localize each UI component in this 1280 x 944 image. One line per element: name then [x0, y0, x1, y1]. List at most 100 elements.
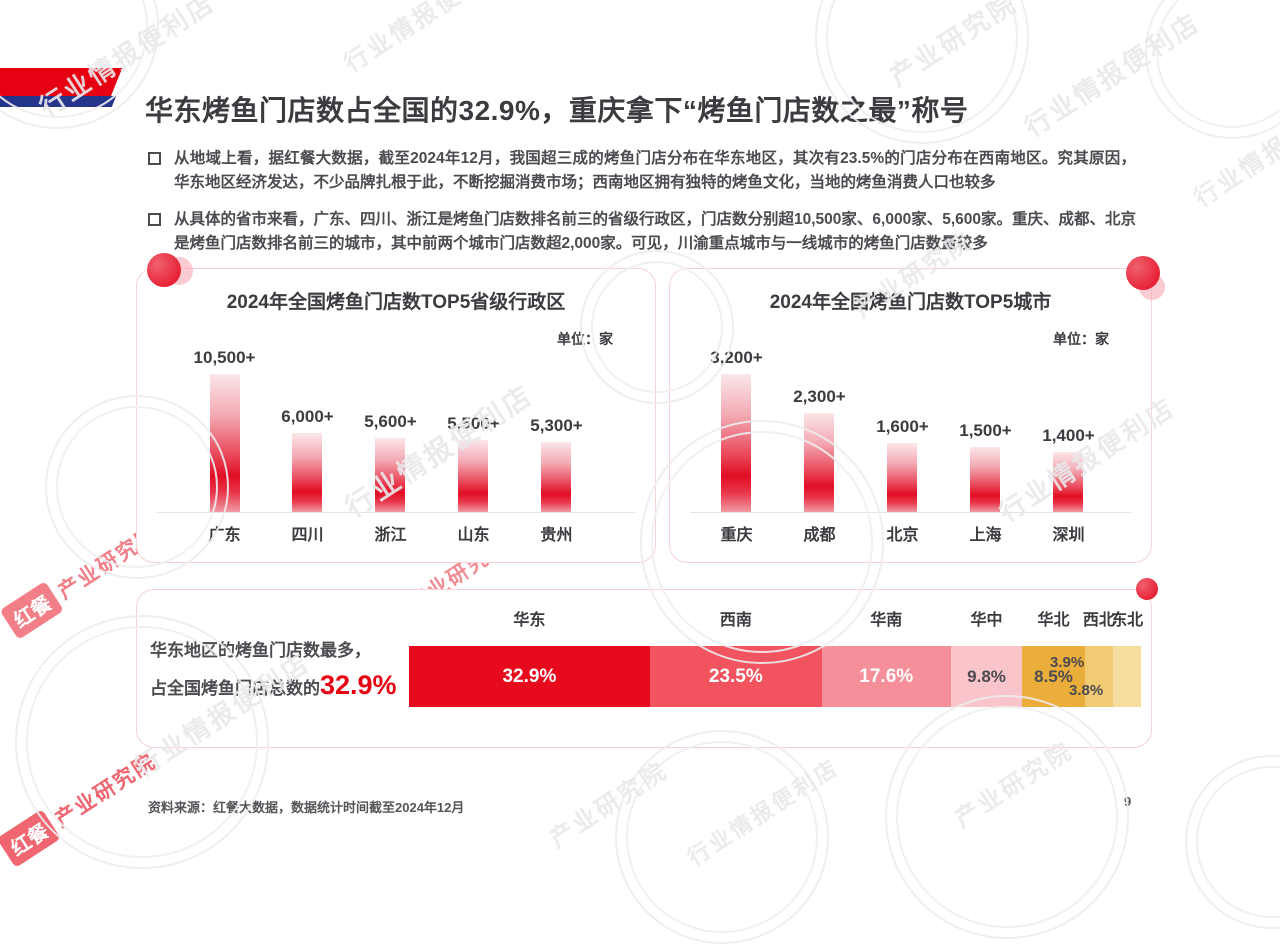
chart-card-provinces: 2024年全国烤鱼门店数TOP5省级行政区 单位：家 10,500+ 6,000+… — [136, 268, 656, 563]
region-name-东北: 东北 — [1111, 612, 1144, 629]
watermark-text: 产业研究院 — [545, 756, 674, 854]
brand-logo-box: 红餐 — [0, 809, 61, 868]
bullet-square-icon — [148, 213, 161, 227]
bar-value-label: 5,300+ — [530, 416, 583, 435]
segment-华南: 17.6% — [821, 646, 951, 707]
category-label: 四川 — [291, 527, 324, 544]
bar-cell-四川: 6,000+ — [266, 342, 349, 512]
bar-cell-山东: 5,500+ — [432, 342, 515, 512]
segment-value-label: 8.5% — [1034, 666, 1073, 686]
decor-circle-red-left — [147, 253, 181, 287]
chart-card-regions: 华东地区的烤鱼门店数最多， 占全国烤鱼门店总数的32.9% 华东 西南 华南 华中 华北… — [136, 589, 1152, 748]
bar-cell-北京: 1,600+ — [861, 342, 944, 512]
category-label: 广东 — [208, 527, 241, 544]
watermark-ring — [1185, 755, 1280, 929]
highlight-line2: 占全国烤鱼门店总数的32.9% — [150, 664, 410, 707]
region-name-华北: 华北 — [1037, 612, 1070, 629]
chart-title-provinces: 2024年全国烤鱼门店数TOP5省级行政区 — [226, 292, 566, 313]
bar — [292, 433, 323, 512]
watermark-brand-stamp: 红餐产业研究院 — [0, 743, 162, 868]
unit-label-cities: 单位：家 — [1053, 331, 1109, 347]
watermark-text: 行业情报便利店 — [339, 0, 513, 78]
category-label: 贵州 — [540, 527, 573, 544]
bar-cell-上海: 1,500+ — [944, 342, 1027, 512]
highlight-line1: 华东地区的烤鱼门店数最多， — [150, 641, 371, 660]
region-name-西北: 西北 — [1082, 612, 1115, 629]
watermark-ring — [615, 730, 829, 944]
bullet-item-2: 从具体的省市来看，广东、四川、浙江是烤鱼门店数排名前三的省级行政区，门店数分别超… — [148, 208, 1136, 256]
decor-circle-red-bottom — [1136, 578, 1158, 600]
bar-cell-广东: 10,500+ — [183, 342, 266, 512]
category-label: 山东 — [457, 527, 490, 544]
watermark-text: 行业情报便利店 — [1019, 6, 1206, 143]
segment-西南: 23.5% — [649, 646, 822, 707]
bar — [721, 374, 752, 512]
segment-value-label: 17.6% — [859, 665, 914, 687]
header-flag-blue-bar — [0, 96, 117, 107]
region-name-西南: 西南 — [719, 612, 752, 629]
segment-华中: 9.8% — [950, 646, 1023, 707]
region-name-华中: 华中 — [970, 612, 1003, 629]
bar-value-label: 3,200+ — [710, 348, 763, 367]
region-label-row: 华东 西南 华南 华中 华北 西北 东北 — [409, 606, 1144, 629]
category-label: 浙江 — [374, 527, 407, 544]
chart-card-cities: 2024年全国烤鱼门店数TOP5城市 单位：家 3,200+ 2,300+ 1,60… — [669, 268, 1152, 563]
highlight-line2-prefix: 占全国烤鱼门店总数的 — [150, 679, 320, 699]
segment-value-label-northwest: 3.9% — [1049, 654, 1085, 671]
bar — [804, 413, 835, 512]
bar-value-label: 1,600+ — [876, 417, 929, 436]
bar-value-label: 2,300+ — [793, 387, 846, 406]
bar-value-label: 6,000+ — [281, 407, 334, 426]
brand-logo-box: 红餐 — [0, 581, 64, 640]
chart-title-cities: 2024年全国烤鱼门店数TOP5城市 — [769, 292, 1052, 313]
bar — [887, 443, 918, 512]
brand-logo-text: 产业研究院 — [50, 749, 160, 832]
bullet-square-icon — [148, 152, 161, 165]
watermark-text: 行业情报便利店 — [1189, 87, 1280, 213]
bar — [970, 447, 1001, 512]
x-axis-line — [690, 512, 1131, 513]
segment-value-label: 32.9% — [502, 665, 557, 687]
x-axis-line — [157, 512, 635, 513]
region-name-华南: 华南 — [870, 612, 903, 629]
bar-cell-重庆: 3,200+ — [695, 342, 778, 512]
page-title: 华东烤鱼门店数占全国的32.9%，重庆拿下“烤鱼门店数之最”称号 — [145, 94, 969, 126]
bar-cell-深圳: 1,400+ — [1027, 342, 1110, 512]
bar-value-label: 5,600+ — [364, 412, 417, 431]
bar — [375, 438, 406, 512]
bar-cell-成都: 2,300+ — [778, 342, 861, 512]
bar — [209, 374, 240, 512]
segment-value-label: 23.5% — [708, 665, 763, 687]
segment-value-label: 9.8% — [967, 666, 1006, 686]
highlight-text: 华东地区的烤鱼门店数最多， 占全国烤鱼门店总数的32.9% — [150, 637, 410, 707]
decor-circle-red-right — [1126, 256, 1160, 290]
bar — [541, 442, 572, 512]
category-label: 成都 — [803, 527, 836, 544]
segment-华东: 32.9% — [409, 646, 650, 707]
watermark-text: 行业情报便利店 — [683, 754, 844, 871]
category-labels-provinces: 广东 四川 浙江 山东 贵州 — [183, 521, 598, 545]
bar-value-label: 10,500+ — [193, 348, 256, 367]
category-label: 北京 — [886, 527, 919, 544]
bar-chart-provinces: 10,500+ 6,000+ 5,600+ 5,500+ 5,300+ — [183, 342, 598, 512]
category-label: 上海 — [969, 527, 1002, 544]
bullet-text-2: 从具体的省市来看，广东、四川、浙江是烤鱼门店数排名前三的省级行政区，门店数分别超… — [174, 211, 1136, 253]
watermark-ring — [1145, 0, 1280, 139]
bullet-list: 从地域上看，据红餐大数据，截至2024年12月，我国超三成的烤鱼门店分布在华东地… — [148, 147, 1136, 269]
watermark-text: 产业研究院 — [884, 0, 1023, 92]
category-labels-cities: 重庆 成都 北京 上海 深圳 — [695, 521, 1110, 545]
bar-cell-浙江: 5,600+ — [349, 342, 432, 512]
data-source-note: 资料来源：红餐大数据，数据统计时间截至2024年12月 — [148, 800, 465, 815]
segment-东北 — [1113, 646, 1141, 707]
unit-label-provinces: 单位：家 — [557, 331, 613, 347]
bullet-text-1: 从地域上看，据红餐大数据，截至2024年12月，我国超三成的烤鱼门店分布在华东地… — [174, 150, 1136, 192]
bar-value-label: 1,400+ — [1042, 426, 1095, 445]
header-flag-red-bar — [0, 68, 123, 99]
bar-value-label: 5,500+ — [447, 414, 500, 433]
bullet-item-1: 从地域上看，据红餐大数据，截至2024年12月，我国超三成的烤鱼门店分布在华东地… — [148, 147, 1136, 195]
bar-value-label: 1,500+ — [959, 421, 1012, 440]
bar-chart-cities: 3,200+ 2,300+ 1,600+ 1,500+ 1,400+ — [695, 342, 1110, 512]
bar-cell-贵州: 5,300+ — [515, 342, 598, 512]
region-name-华东: 华东 — [513, 612, 546, 629]
bar — [1053, 452, 1084, 512]
